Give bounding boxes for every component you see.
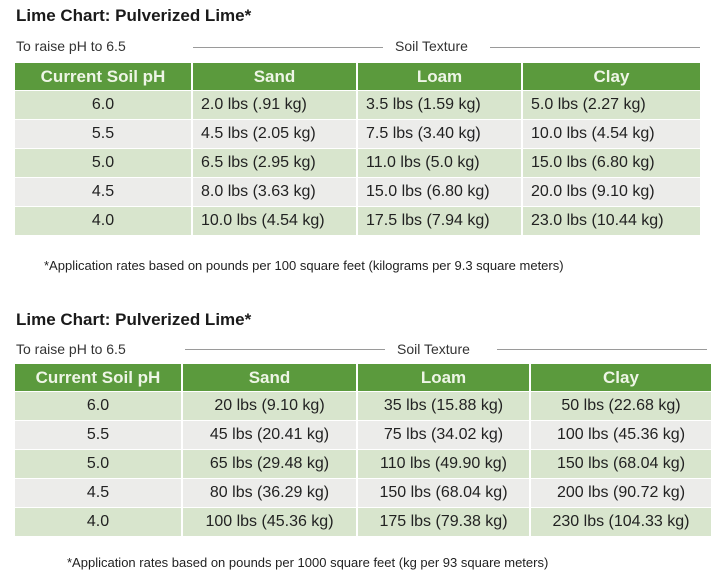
- table-row: 4.5 80 lbs (36.29 kg) 150 lbs (68.04 kg) 20…: [15, 478, 713, 508]
- rate-cell: 4.5 lbs (2.05 kg): [192, 119, 358, 149]
- rate-cell: 15.0 lbs (6.80 kg): [522, 148, 702, 178]
- rate-cell: 200 lbs (90.72 kg): [530, 478, 713, 508]
- ph-cell: 5.5: [15, 119, 193, 149]
- table-row: 5.5 4.5 lbs (2.05 kg) 7.5 lbs (3.40 kg) 10.…: [15, 119, 702, 149]
- rate-cell: 23.0 lbs (10.44 kg): [522, 206, 702, 235]
- rate-cell: 45 lbs (20.41 kg): [182, 420, 358, 450]
- rate-cell: 15.0 lbs (6.80 kg): [357, 177, 523, 207]
- rate-cell: 100 lbs (45.36 kg): [530, 420, 713, 450]
- rate-cell: 20.0 lbs (9.10 kg): [522, 177, 702, 207]
- rate-cell: 65 lbs (29.48 kg): [182, 449, 358, 479]
- table-row: 5.0 65 lbs (29.48 kg) 110 lbs (49.90 kg) 15…: [15, 449, 713, 479]
- divider: [497, 349, 707, 350]
- rate-cell: 35 lbs (15.88 kg): [357, 391, 531, 421]
- table-row: 4.5 8.0 lbs (3.63 kg) 15.0 lbs (6.80 kg) 20…: [15, 177, 702, 207]
- rate-cell: 8.0 lbs (3.63 kg): [192, 177, 358, 207]
- column-header: Clay: [522, 63, 702, 91]
- ph-cell: 5.0: [15, 449, 183, 479]
- lime-table: Current Soil pH Sand Loam Clay 6.0 20 lbs (9.…: [15, 364, 713, 536]
- ph-cell: 4.0: [15, 507, 183, 536]
- column-header: Clay: [530, 364, 713, 392]
- table-row: 5.0 6.5 lbs (2.95 kg) 11.0 lbs (5.0 kg) 15.…: [15, 148, 702, 178]
- chart-title: Lime Chart: Pulverized Lime*: [16, 310, 252, 329]
- footnote: *Application rates based on pounds per 1…: [44, 258, 564, 273]
- rate-cell: 11.0 lbs (5.0 kg): [357, 148, 523, 178]
- subtitle: To raise pH to 6.5: [16, 341, 126, 357]
- table-row: 6.0 20 lbs (9.10 kg) 35 lbs (15.88 kg) 50 l…: [15, 391, 713, 421]
- rate-cell: 10.0 lbs (4.54 kg): [522, 119, 702, 149]
- table-row: 6.0 2.0 lbs (.91 kg) 3.5 lbs (1.59 kg) 5.0 …: [15, 90, 702, 120]
- rate-cell: 175 lbs (79.38 kg): [357, 507, 531, 536]
- rate-cell: 17.5 lbs (7.94 kg): [357, 206, 523, 235]
- footnote: *Application rates based on pounds per 1…: [67, 555, 549, 570]
- ph-cell: 6.0: [15, 90, 193, 120]
- divider: [193, 47, 383, 48]
- table-row: 4.0 100 lbs (45.36 kg) 175 lbs (79.38 kg) 2…: [15, 507, 713, 536]
- table-row: 5.5 45 lbs (20.41 kg) 75 lbs (34.02 kg) 100…: [15, 420, 713, 450]
- rate-cell: 150 lbs (68.04 kg): [357, 478, 531, 508]
- column-header: Current Soil pH: [15, 364, 183, 392]
- divider: [490, 47, 700, 48]
- column-header: Sand: [192, 63, 358, 91]
- column-header: Loam: [357, 364, 531, 392]
- rate-cell: 75 lbs (34.02 kg): [357, 420, 531, 450]
- header-row: Current Soil pH Sand Loam Clay: [15, 364, 713, 392]
- rate-cell: 2.0 lbs (.91 kg): [192, 90, 358, 120]
- ph-cell: 4.5: [15, 478, 183, 508]
- lime-table: Current Soil pH Sand Loam Clay 6.0 2.0 lbs (.…: [15, 63, 702, 235]
- header-row: Current Soil pH Sand Loam Clay: [15, 63, 702, 91]
- chart-title: Lime Chart: Pulverized Lime*: [16, 6, 252, 25]
- rate-cell: 150 lbs (68.04 kg): [530, 449, 713, 479]
- ph-cell: 6.0: [15, 391, 183, 421]
- ph-cell: 4.5: [15, 177, 193, 207]
- divider: [185, 349, 385, 350]
- rate-cell: 3.5 lbs (1.59 kg): [357, 90, 523, 120]
- column-header: Current Soil pH: [15, 63, 193, 91]
- rate-cell: 7.5 lbs (3.40 kg): [357, 119, 523, 149]
- rate-cell: 230 lbs (104.33 kg): [530, 507, 713, 536]
- rate-cell: 20 lbs (9.10 kg): [182, 391, 358, 421]
- rate-cell: 50 lbs (22.68 kg): [530, 391, 713, 421]
- lime-chart-per-100-sqft: Lime Chart: Pulverized Lime* To raise pH…: [15, 6, 702, 273]
- soil-texture-label: Soil Texture: [395, 38, 468, 54]
- column-header: Sand: [182, 364, 358, 392]
- soil-texture-label: Soil Texture: [397, 341, 470, 357]
- ph-cell: 5.0: [15, 148, 193, 178]
- table-row: 4.0 10.0 lbs (4.54 kg) 17.5 lbs (7.94 kg) 2…: [15, 206, 702, 235]
- subtitle: To raise pH to 6.5: [16, 38, 126, 54]
- rate-cell: 5.0 lbs (2.27 kg): [522, 90, 702, 120]
- rate-cell: 110 lbs (49.90 kg): [357, 449, 531, 479]
- rate-cell: 6.5 lbs (2.95 kg): [192, 148, 358, 178]
- ph-cell: 4.0: [15, 206, 193, 235]
- rate-cell: 80 lbs (36.29 kg): [182, 478, 358, 508]
- column-header: Loam: [357, 63, 523, 91]
- rate-cell: 10.0 lbs (4.54 kg): [192, 206, 358, 235]
- ph-cell: 5.5: [15, 420, 183, 450]
- rate-cell: 100 lbs (45.36 kg): [182, 507, 358, 536]
